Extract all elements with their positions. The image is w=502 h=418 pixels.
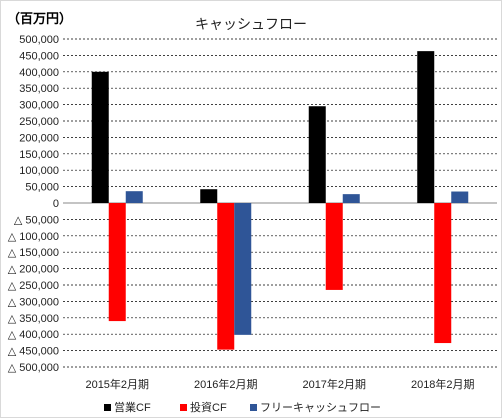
legend-label: フリーキャッシュフロー bbox=[260, 402, 381, 414]
legend: 営業CF 投資CF フリーキャッシュフロー bbox=[104, 400, 381, 414]
bar-0-1 bbox=[108, 203, 126, 322]
y-tick-label: 500,000 bbox=[19, 34, 59, 46]
y-tick-label: 400,000 bbox=[19, 67, 59, 79]
y-tick-label: △ 250,000 bbox=[8, 280, 59, 292]
y-tick-label: 100,000 bbox=[19, 165, 59, 177]
bar-3-2 bbox=[451, 191, 469, 203]
x-axis-categories: 2015年2月期 2016年2月期 2017年2月期 2018年2月期 bbox=[85, 377, 474, 391]
bar-2-0 bbox=[308, 106, 326, 203]
y-tick-label: 150,000 bbox=[19, 149, 59, 161]
unit-label: （百万円） bbox=[7, 11, 72, 26]
y-tick-label: △ 200,000 bbox=[8, 264, 59, 276]
x-category-label: 2015年2月期 bbox=[85, 377, 149, 391]
y-tick-label: △ 400,000 bbox=[8, 329, 59, 341]
bars bbox=[91, 51, 469, 350]
y-tick-label: 250,000 bbox=[19, 116, 59, 128]
legend-swatch bbox=[104, 404, 111, 411]
bar-1-2 bbox=[234, 203, 252, 335]
chart-title: キャッシュフロー bbox=[195, 16, 307, 32]
y-tick-label: △ 100,000 bbox=[8, 231, 59, 243]
bar-2-1 bbox=[325, 203, 343, 290]
y-tick-label: △ 350,000 bbox=[8, 313, 59, 325]
y-tick-label: 200,000 bbox=[19, 132, 59, 144]
y-tick-label: △ 50,000 bbox=[14, 214, 59, 226]
bar-0-2 bbox=[125, 191, 143, 203]
legend-swatch bbox=[180, 404, 187, 411]
x-category-label: 2018年2月期 bbox=[411, 377, 475, 391]
legend-swatch bbox=[250, 404, 257, 411]
y-tick-label: 350,000 bbox=[19, 83, 59, 95]
bar-1-1 bbox=[217, 203, 235, 350]
y-tick-label: △ 500,000 bbox=[8, 362, 59, 374]
legend-label: 投資CF bbox=[190, 400, 227, 414]
bar-0-0 bbox=[91, 71, 109, 203]
bar-1-0 bbox=[200, 189, 218, 203]
x-category-label: 2017年2月期 bbox=[302, 377, 366, 391]
y-tick-label: 450,000 bbox=[19, 50, 59, 62]
gridlines bbox=[63, 38, 497, 368]
y-tick-label: 50,000 bbox=[25, 182, 59, 194]
y-tick-label: △ 300,000 bbox=[8, 296, 59, 308]
y-tick-label: 0 bbox=[53, 198, 59, 210]
bar-2-2 bbox=[342, 194, 360, 203]
x-category-label: 2016年2月期 bbox=[194, 377, 258, 391]
y-tick-label: △ 450,000 bbox=[8, 346, 59, 358]
y-tick-label: 300,000 bbox=[19, 100, 59, 112]
y-axis-ticks: 500,000 450,000 400,000 350,000 300,000 250,0… bbox=[8, 34, 59, 374]
bar-3-1 bbox=[434, 203, 452, 344]
legend-label: 営業CF bbox=[114, 400, 151, 414]
bar-3-0 bbox=[417, 51, 435, 203]
y-tick-label: △ 150,000 bbox=[8, 247, 59, 259]
